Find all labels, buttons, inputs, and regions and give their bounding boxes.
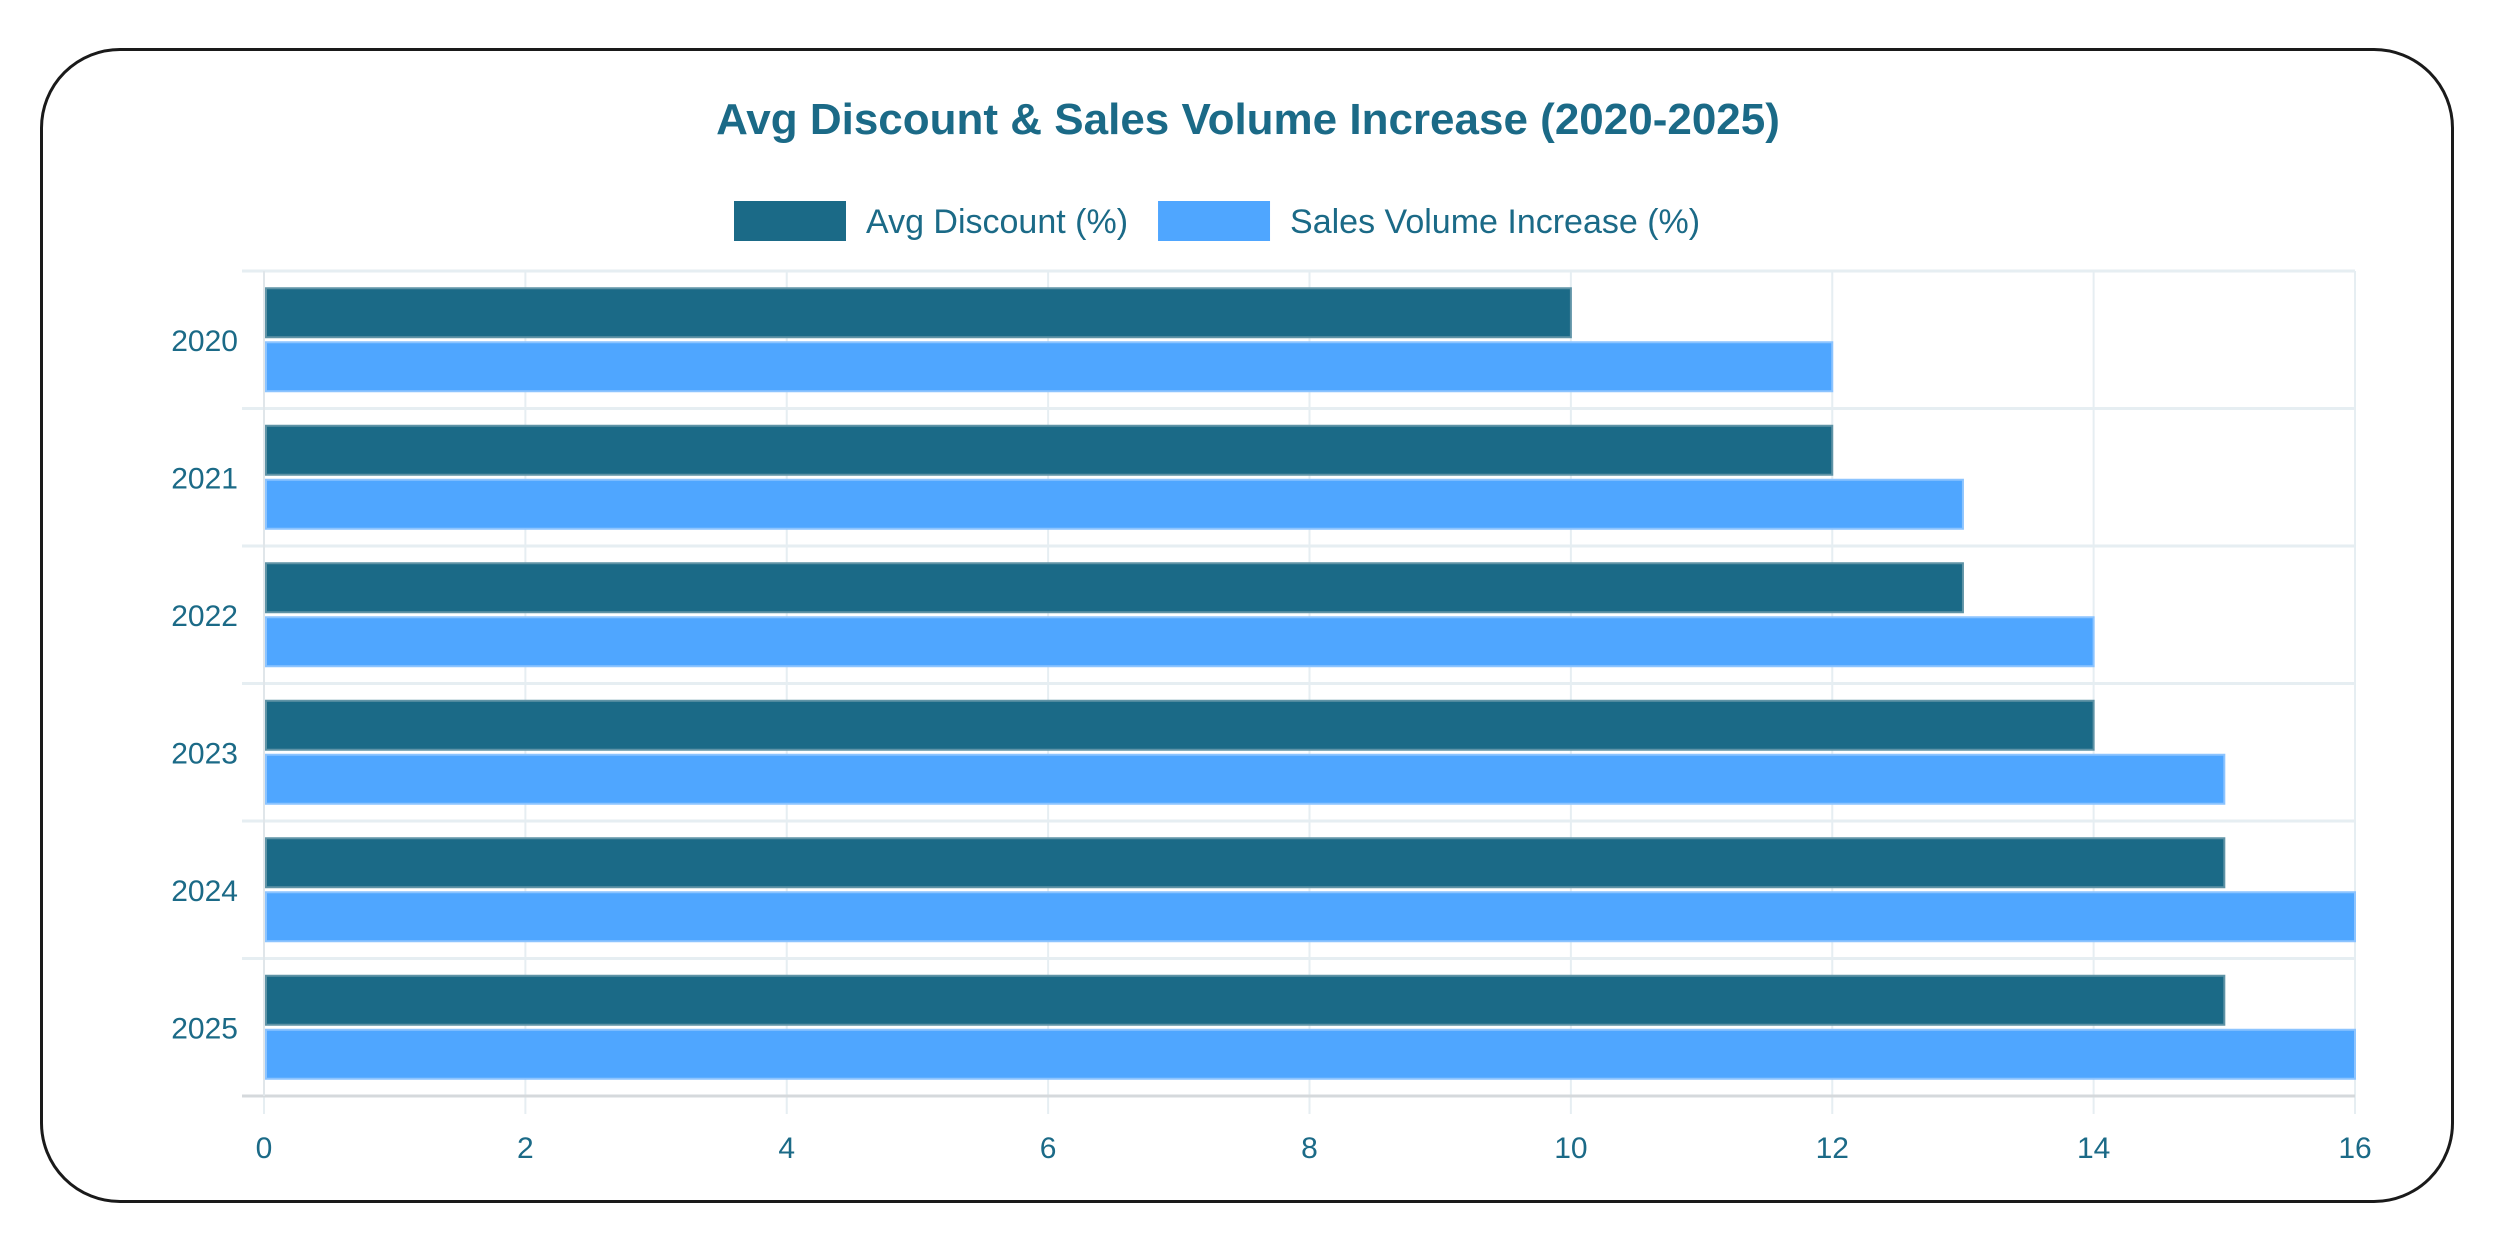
x-tick-label: 12 [1816, 1132, 1849, 1165]
bar-sales-volume-2025 [265, 1028, 2356, 1080]
bar-sales-volume-2021 [265, 478, 1964, 530]
bar-sales-volume-2023 [265, 753, 2226, 805]
y-tick-label: 2022 [171, 600, 238, 633]
x-tick-label: 0 [256, 1132, 273, 1165]
bar-avg-discount-2020 [265, 287, 1572, 339]
x-tick-label: 2 [517, 1132, 534, 1165]
y-tick-label: 2021 [171, 462, 238, 495]
x-tick-label: 4 [778, 1132, 795, 1165]
bar-sales-volume-2024 [265, 891, 2356, 943]
x-tick-label: 14 [2077, 1132, 2110, 1165]
x-tick-label: 10 [1554, 1132, 1587, 1165]
bar-sales-volume-2022 [265, 616, 2095, 668]
bar-avg-discount-2025 [265, 974, 2226, 1026]
y-tick-label: 2020 [171, 325, 238, 358]
y-tick-label: 2024 [171, 875, 238, 908]
legend-swatch [734, 201, 846, 241]
legend-label: Sales Volume Increase (%) [1290, 203, 1700, 241]
x-tick-label: 6 [1040, 1132, 1057, 1165]
y-tick-label: 2023 [171, 737, 238, 770]
x-tick-label: 16 [2338, 1132, 2371, 1165]
bar-avg-discount-2021 [265, 424, 1834, 476]
bar-avg-discount-2022 [265, 562, 1964, 614]
legend-label: Avg Discount (%) [866, 203, 1128, 241]
bar-avg-discount-2024 [265, 837, 2226, 889]
y-tick-label: 2025 [171, 1012, 238, 1045]
bar-avg-discount-2023 [265, 699, 2095, 751]
legend-swatch [1158, 201, 1271, 241]
chart-title: Avg Discount & Sales Volume Increase (20… [716, 95, 1780, 144]
bar-sales-volume-2020 [265, 341, 1834, 393]
x-tick-label: 8 [1301, 1132, 1318, 1165]
